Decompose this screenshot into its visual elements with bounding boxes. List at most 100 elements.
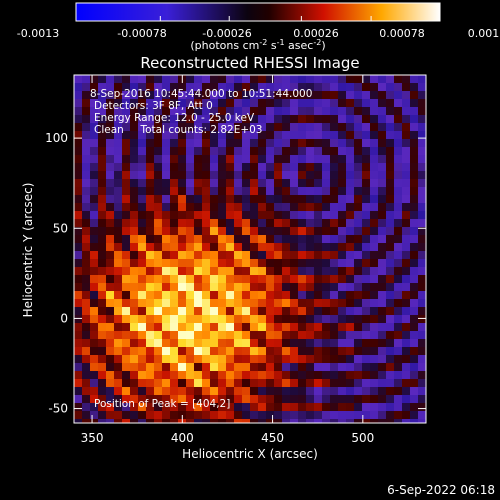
heatmap-pixel [242,123,250,131]
heatmap-pixel [74,387,82,395]
heatmap-pixel [242,99,250,107]
heatmap-pixel [210,211,218,219]
heatmap-pixel [250,323,258,331]
heatmap-pixel [178,147,186,155]
heatmap-pixel [178,155,186,163]
heatmap-pixel [402,283,410,291]
heatmap-pixel [258,203,266,211]
heatmap-pixel [298,283,306,291]
heatmap-pixel [98,419,106,423]
heatmap-pixel [298,107,306,115]
heatmap-pixel [130,99,138,107]
heatmap-pixel [74,163,82,171]
heatmap-pixel [274,403,282,411]
heatmap-pixel [98,203,106,211]
heatmap-pixel [74,75,82,83]
heatmap-pixel [226,371,234,379]
heatmap-pixel [418,283,426,291]
heatmap-pixel [194,363,202,371]
heatmap-pixel [162,275,170,283]
heatmap-pixel [162,219,170,227]
heatmap-pixel [386,411,394,419]
heatmap-pixel [82,331,90,339]
heatmap-pixel [402,107,410,115]
heatmap-pixel [130,315,138,323]
heatmap-pixel [122,147,130,155]
heatmap-pixel [322,275,330,283]
heatmap-pixel [258,419,266,423]
heatmap-pixel [322,179,330,187]
heatmap-pixel [226,315,234,323]
heatmap-pixel [290,163,298,171]
heatmap-pixel [418,139,426,147]
heatmap-pixel [106,235,114,243]
heatmap-pixel [122,155,130,163]
colorbar-unit-label: (photons cm-2 s-1 asec-2) [190,38,325,52]
heatmap-pixel [178,163,186,171]
heatmap-pixel [218,259,226,267]
heatmap-pixel [282,227,290,235]
heatmap-pixel [378,387,386,395]
heatmap-pixel [394,147,402,155]
heatmap-pixel [218,275,226,283]
heatmap-pixel [394,411,402,419]
heatmap-pixel [322,219,330,227]
heatmap-pixel [394,115,402,123]
heatmap-pixel [378,363,386,371]
heatmap-pixel [378,347,386,355]
heatmap-pixel [298,403,306,411]
heatmap-pixel [186,259,194,267]
heatmap-pixel [266,395,274,403]
heatmap-pixel [314,163,322,171]
heatmap-pixel [210,307,218,315]
heatmap-pixel [74,83,82,91]
heatmap-pixel [114,195,122,203]
heatmap-pixel [418,299,426,307]
heatmap-pixel [386,371,394,379]
heatmap-pixel [122,123,130,131]
heatmap-pixel [82,403,90,411]
heatmap-pixel [370,155,378,163]
heatmap-pixel [210,235,218,243]
heatmap-pixel [242,363,250,371]
heatmap-pixel [242,387,250,395]
heatmap-pixel [346,235,354,243]
heatmap-pixel [202,275,210,283]
heatmap-pixel [146,179,154,187]
heatmap-pixel [306,139,314,147]
heatmap-pixel [146,195,154,203]
heatmap-pixel [138,139,146,147]
heatmap-pixel [362,355,370,363]
heatmap-pixel [138,115,146,123]
heatmap-pixel [330,323,338,331]
heatmap-pixel [234,291,242,299]
heatmap-pixel [154,395,162,403]
heatmap-pixel [98,219,106,227]
heatmap-pixel [234,139,242,147]
heatmap-pixel [418,379,426,387]
heatmap-pixel [418,411,426,419]
heatmap-pixel [418,187,426,195]
heatmap-pixel [194,331,202,339]
heatmap-pixel [90,251,98,259]
heatmap-pixel [322,259,330,267]
heatmap-pixel [410,251,418,259]
heatmap-pixel [290,315,298,323]
heatmap-pixel [90,147,98,155]
heatmap-pixel [194,339,202,347]
heatmap-pixel [130,371,138,379]
heatmap-pixel [314,83,322,91]
heatmap-pixel [250,331,258,339]
heatmap-pixel [98,211,106,219]
heatmap-pixel [186,283,194,291]
heatmap-pixel [322,235,330,243]
heatmap-pixel [82,267,90,275]
heatmap-pixel [410,299,418,307]
heatmap-pixel [146,115,154,123]
heatmap-pixel [394,299,402,307]
heatmap-pixel [242,307,250,315]
heatmap-pixel [378,243,386,251]
heatmap-pixel [378,179,386,187]
heatmap-pixel [354,339,362,347]
heatmap-pixel [298,267,306,275]
